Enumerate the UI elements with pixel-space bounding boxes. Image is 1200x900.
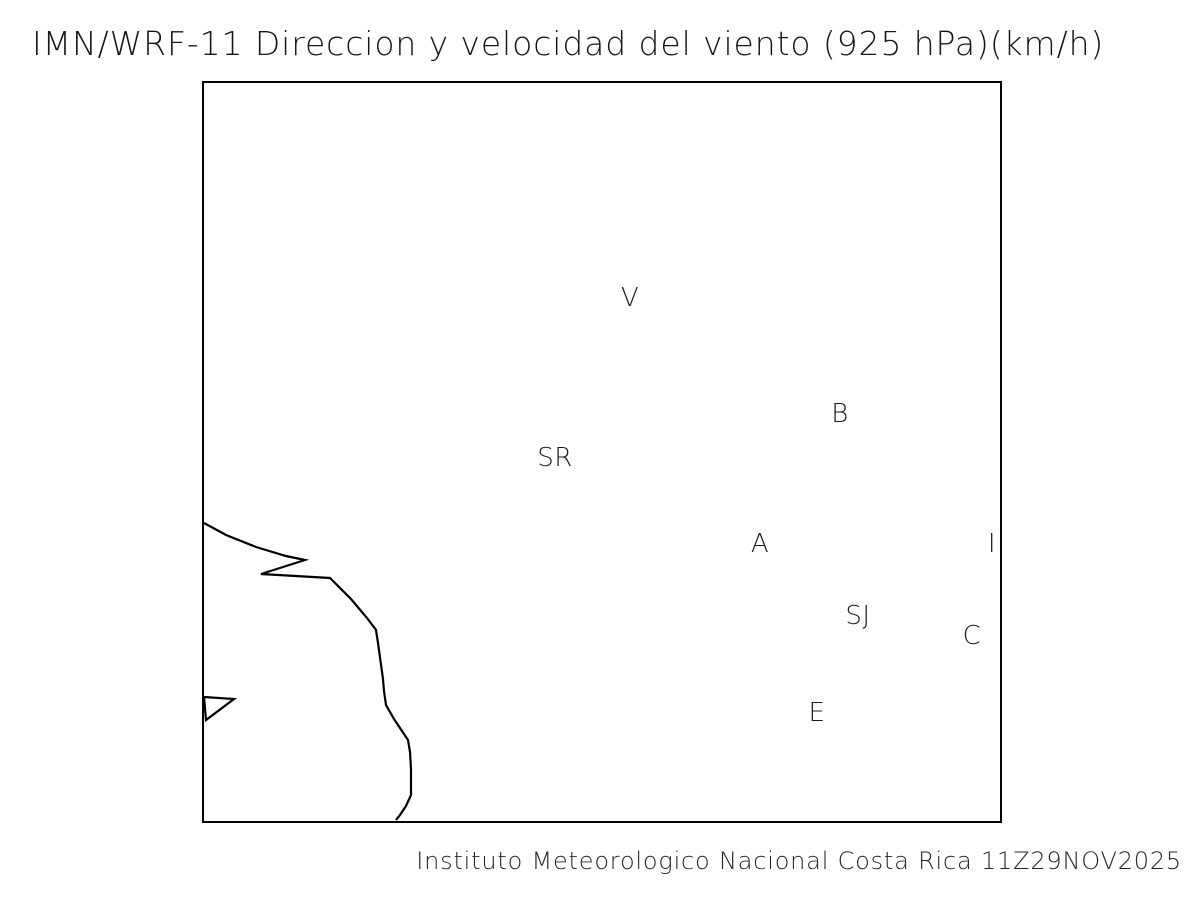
station-label-a: A (750, 529, 770, 559)
station-label-b: B (831, 399, 849, 429)
page-title: IMN/WRF-11 Direccion y velocidad del vie… (32, 24, 1105, 63)
station-label-i: I (987, 529, 997, 559)
footer-credit: Instituto Meteorologico Nacional Costa R… (416, 847, 1182, 875)
station-label-e: E (808, 698, 826, 728)
map-plot-frame: V B SR A I SJ C E (202, 81, 1002, 823)
station-label-sj: SJ (845, 601, 871, 631)
map-vector-layer (204, 522, 413, 821)
peninsula-path (204, 695, 238, 723)
station-label-c: C (962, 621, 982, 651)
station-label-v: V (620, 283, 640, 313)
coastline-path (204, 522, 413, 821)
station-label-sr: SR (537, 443, 573, 473)
